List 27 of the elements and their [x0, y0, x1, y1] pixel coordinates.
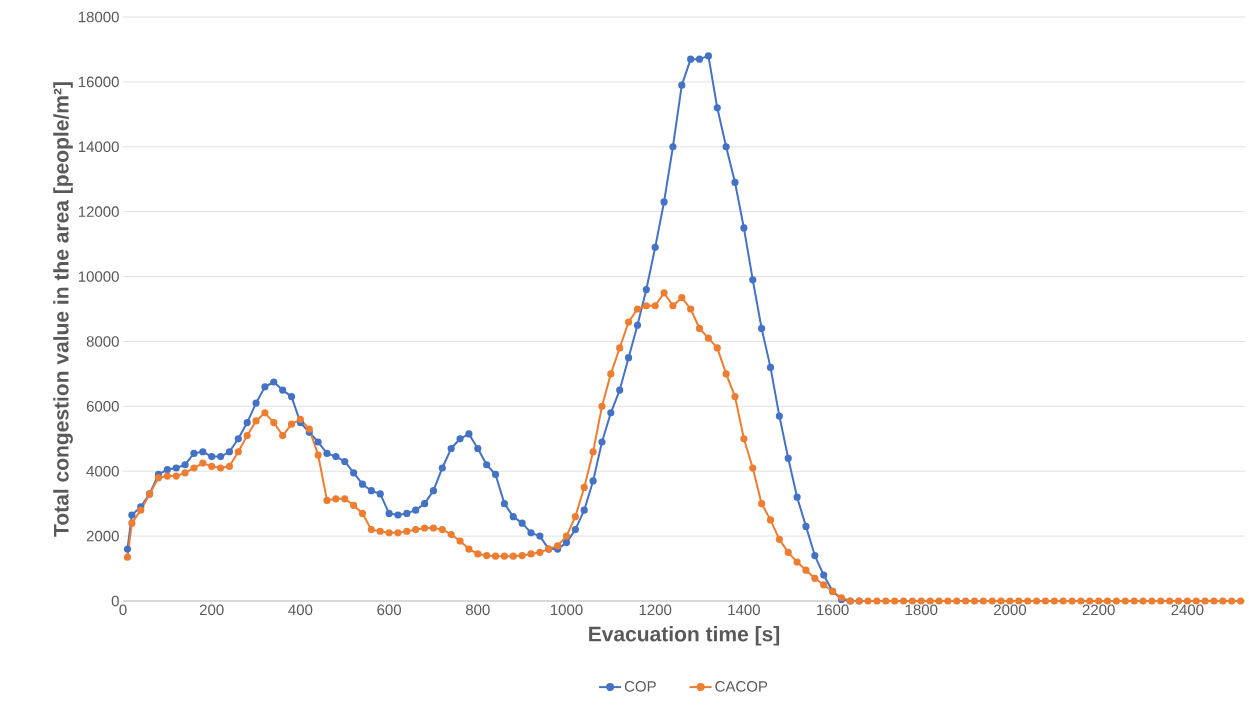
y-tick-label: 18000	[78, 11, 119, 23]
y-tick-label: 12000	[78, 206, 119, 217]
y-tick-label: 14000	[78, 141, 119, 153]
x-tick-label: 0	[119, 604, 127, 616]
y-tick-label: 2000	[86, 530, 119, 542]
x-tick-label: 1000	[550, 604, 583, 616]
y-tick-label: 4000	[86, 465, 119, 477]
x-tick-label: 400	[288, 604, 313, 616]
y-tick-label: 8000	[86, 336, 119, 347]
x-tick-label: 200	[199, 604, 224, 616]
x-tick-label: 800	[465, 604, 490, 616]
legend-label: COP	[624, 681, 656, 692]
x-tick-label: 2200	[1082, 604, 1115, 616]
y-tick-label: 16000	[78, 76, 119, 88]
x-tick-label: 1200	[639, 604, 672, 616]
x-tick-label: 2400	[1171, 604, 1204, 616]
x-axis-title: Evacuation time [s]	[589, 626, 780, 646]
x-tick-label: 1600	[817, 604, 849, 616]
y-tick-label: 0	[111, 595, 119, 607]
y-tick-label: 10000	[78, 271, 119, 282]
x-tick-label: 2000	[994, 604, 1027, 616]
x-tick-label: 600	[377, 604, 402, 616]
x-tick-label: 1400	[728, 604, 760, 616]
legend-label: CACOP	[715, 681, 768, 692]
y-tick-label: 6000	[86, 401, 119, 412]
x-tick-label: 1800	[905, 604, 938, 616]
y-axis-title: Total congestion value in the area [people/m²]	[53, 82, 73, 537]
